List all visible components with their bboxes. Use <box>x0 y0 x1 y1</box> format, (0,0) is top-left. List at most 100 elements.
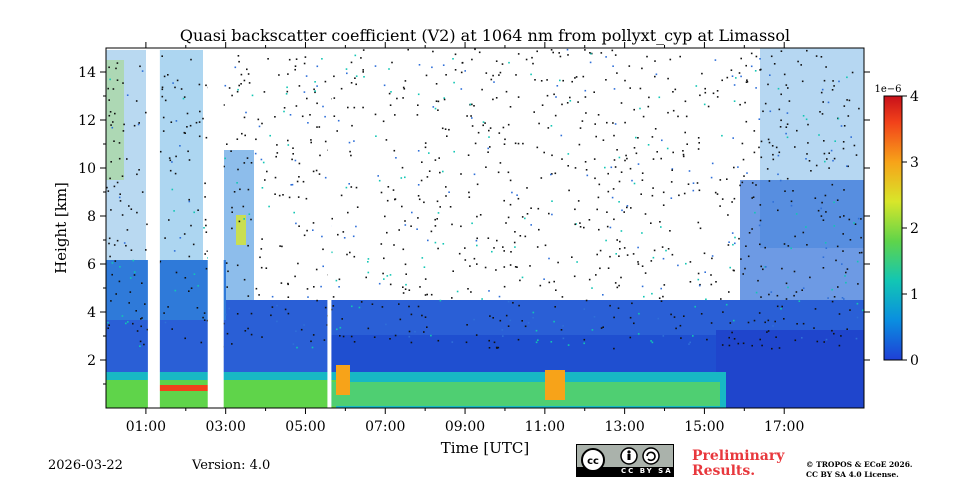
noise-dot <box>375 135 377 137</box>
noise-dot <box>439 206 441 208</box>
noise-dot <box>597 114 600 116</box>
noise-dot <box>637 137 639 139</box>
noise-dot <box>428 170 431 172</box>
noise-dot <box>704 87 706 90</box>
noise-dot <box>598 228 600 231</box>
noise-dot <box>831 89 834 91</box>
noise-dot <box>650 222 652 224</box>
noise-dot <box>476 244 478 247</box>
x-tick-label: 01:00 <box>126 419 166 435</box>
noise-dot <box>464 70 466 72</box>
x-tick-label: 11:00 <box>525 419 565 435</box>
noise-dot <box>524 325 527 328</box>
noise-dot <box>574 77 576 79</box>
noise-dot <box>469 265 471 267</box>
noise-dot <box>205 84 207 87</box>
noise-dot <box>753 151 756 154</box>
noise-dot <box>512 302 514 304</box>
noise-dot <box>499 162 502 164</box>
noise-dot <box>243 116 246 119</box>
noise-dot <box>401 205 403 208</box>
noise-dot <box>509 319 512 322</box>
noise-dot <box>738 237 740 240</box>
noise-dot <box>354 54 357 57</box>
noise-dot <box>641 232 643 234</box>
noise-dot <box>300 328 303 331</box>
noise-dot <box>785 84 788 86</box>
noise-dot <box>343 237 346 239</box>
noise-dot <box>689 261 692 263</box>
noise-dot <box>362 69 364 71</box>
noise-dot <box>701 72 703 75</box>
noise-dot <box>107 87 109 90</box>
noise-dot <box>200 341 203 344</box>
colorbar-tick-label: 2 <box>910 221 919 237</box>
noise-dot <box>499 71 502 74</box>
noise-dot <box>125 244 127 247</box>
noise-dot <box>596 208 598 211</box>
noise-dot <box>314 91 316 94</box>
noise-dot <box>316 299 318 302</box>
noise-dot <box>507 171 510 174</box>
noise-dot <box>641 172 644 174</box>
noise-dot <box>858 107 860 110</box>
noise-dot <box>554 114 557 117</box>
noise-dot <box>242 205 245 208</box>
noise-dot <box>775 146 778 149</box>
noise-dot <box>648 96 650 99</box>
noise-dot <box>442 64 445 66</box>
noise-dot <box>265 267 268 269</box>
noise-dot <box>353 255 356 258</box>
noise-dot <box>244 134 246 137</box>
noise-dot <box>121 175 124 177</box>
noise-dot <box>740 57 742 60</box>
noise-dot <box>712 92 715 95</box>
noise-dot <box>320 285 322 288</box>
noise-dot <box>747 321 750 324</box>
noise-dot <box>616 72 618 74</box>
noise-dot <box>746 172 748 174</box>
noise-dot <box>309 114 311 116</box>
noise-dot <box>367 261 369 263</box>
noise-dot <box>677 264 679 267</box>
noise-dot <box>567 54 569 56</box>
noise-dot <box>473 173 476 176</box>
noise-dot <box>683 315 685 317</box>
noise-dot <box>140 325 142 328</box>
noise-dot <box>267 58 269 60</box>
noise-dot <box>115 67 117 70</box>
noise-dot <box>635 136 637 139</box>
noise-dot <box>260 248 263 250</box>
noise-dot <box>823 79 826 82</box>
noise-dot <box>337 119 340 122</box>
noise-dot <box>638 312 640 315</box>
noise-dot <box>759 338 761 341</box>
noise-dot <box>637 263 640 265</box>
noise-dot <box>336 328 338 331</box>
noise-dot <box>496 239 498 242</box>
noise-dot <box>246 157 249 159</box>
noise-dot <box>820 207 822 210</box>
noise-dot <box>431 66 433 69</box>
noise-dot <box>857 283 859 285</box>
noise-dot <box>609 255 611 258</box>
noise-dot <box>824 194 827 197</box>
noise-dot <box>467 288 469 290</box>
noise-dot <box>439 171 441 174</box>
noise-dot <box>159 150 162 153</box>
noise-dot <box>278 194 281 197</box>
noise-dot <box>169 159 172 162</box>
noise-dot <box>644 213 647 215</box>
noise-dot <box>348 141 351 144</box>
noise-dot <box>774 320 776 323</box>
noise-dot <box>316 102 318 105</box>
license-badge-text: CC BY SA <box>621 467 673 475</box>
noise-dot <box>261 336 263 338</box>
noise-dot <box>818 134 820 136</box>
noise-dot <box>575 223 577 225</box>
noise-dot <box>752 196 755 198</box>
noise-dot <box>398 229 400 231</box>
noise-dot <box>780 93 782 96</box>
noise-dot <box>125 322 127 325</box>
noise-dot <box>853 222 855 224</box>
